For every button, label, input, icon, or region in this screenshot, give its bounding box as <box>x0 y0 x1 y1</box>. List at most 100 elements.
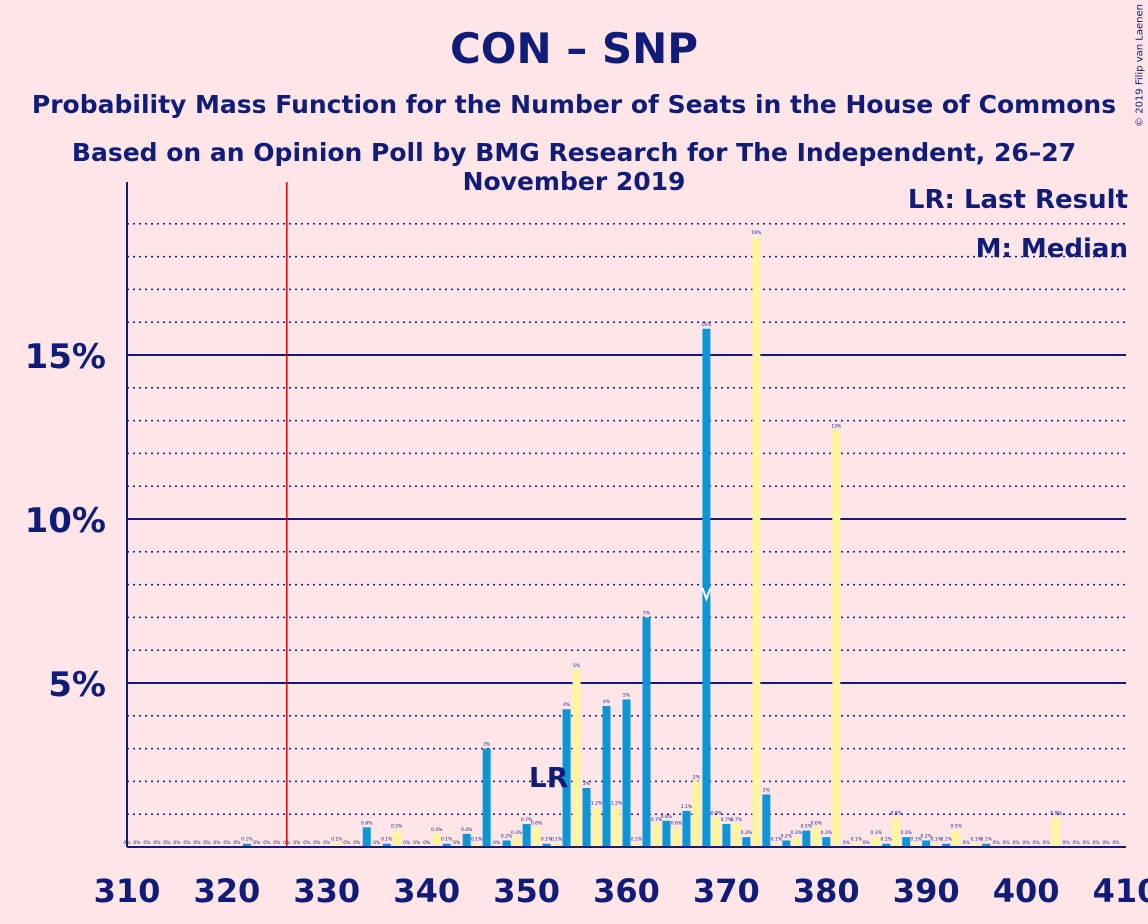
data-label: 13% <box>831 423 842 429</box>
bar-361 <box>632 843 641 847</box>
data-label: 0.1% <box>910 837 922 843</box>
bar-342 <box>442 843 451 847</box>
x-tick-label: 340 <box>393 872 460 910</box>
data-label: 0% <box>193 840 201 846</box>
bar-387 <box>892 817 901 847</box>
bar-364 <box>662 820 671 847</box>
data-label: 0.1% <box>851 837 863 843</box>
data-label: 0.9% <box>891 810 903 816</box>
data-label: 0.1% <box>331 837 343 843</box>
data-label: 0% <box>293 840 301 846</box>
data-label: 0.5% <box>391 824 403 830</box>
data-label: 0.3% <box>901 830 913 836</box>
data-label: 0% <box>313 840 321 846</box>
bar-365 <box>672 827 681 847</box>
data-label: 0.2% <box>920 833 932 839</box>
data-label: 0% <box>133 840 141 846</box>
data-label: 4% <box>563 702 571 708</box>
x-tick-label: 370 <box>693 872 760 910</box>
bar-322 <box>242 843 251 847</box>
data-label: 0% <box>1013 840 1021 846</box>
data-label: 0% <box>1112 840 1120 846</box>
bar-334 <box>362 827 371 847</box>
data-label: 2% <box>763 788 771 794</box>
x-tick-label: 390 <box>893 872 960 910</box>
data-label: 0.1% <box>381 837 393 843</box>
lr-marker: LR <box>529 761 568 794</box>
bar-375 <box>772 843 781 847</box>
bar-345 <box>472 843 481 847</box>
data-label: 0% <box>143 840 151 846</box>
data-label: 0.7% <box>721 817 733 823</box>
data-label: 0.2% <box>781 833 793 839</box>
bar-381 <box>832 430 841 847</box>
data-label: 0.3% <box>791 830 803 836</box>
data-label: 0% <box>273 840 281 846</box>
data-label: 0% <box>1102 840 1110 846</box>
data-label: 0.4% <box>431 827 443 833</box>
data-label: 1.1% <box>681 804 693 810</box>
data-label: 0.1% <box>551 837 563 843</box>
bar-389 <box>912 843 921 847</box>
bar-356 <box>582 787 591 847</box>
data-label: 0% <box>1043 840 1051 846</box>
bar-354 <box>562 709 571 847</box>
bar-378 <box>802 830 811 847</box>
data-label: 0% <box>1033 840 1041 846</box>
bar-341 <box>432 833 441 847</box>
bar-352 <box>542 843 551 847</box>
bar-357 <box>592 807 601 847</box>
data-label: 0.3% <box>511 830 523 836</box>
x-tick-label: 360 <box>593 872 660 910</box>
x-tick-label: 400 <box>993 872 1060 910</box>
x-tick-label: 410 <box>1093 872 1148 910</box>
data-label: 0.7% <box>651 817 663 823</box>
data-label: 0.1% <box>631 837 643 843</box>
bar-362 <box>642 617 651 847</box>
bar-383 <box>852 843 861 847</box>
bar-368 <box>702 328 711 847</box>
bar-393 <box>952 830 961 847</box>
data-label: 0.1% <box>241 837 253 843</box>
data-label: 0.3% <box>821 830 833 836</box>
bar-359 <box>612 807 621 847</box>
bar-372 <box>742 837 751 847</box>
bar-369 <box>712 817 721 847</box>
x-tick-label: 320 <box>194 872 261 910</box>
bar-367 <box>692 781 701 847</box>
data-label: 0.1% <box>471 837 483 843</box>
data-label: 0% <box>1072 840 1080 846</box>
data-label: 0.3% <box>871 830 883 836</box>
x-tick-label: 330 <box>293 872 360 910</box>
data-label: 0.6% <box>671 820 683 826</box>
bar-390 <box>922 840 931 847</box>
data-label: 0.1% <box>930 837 942 843</box>
bar-395 <box>972 843 981 847</box>
data-label: 3% <box>483 742 491 748</box>
bar-360 <box>622 699 631 847</box>
bar-377 <box>792 837 801 847</box>
data-label: 0% <box>453 840 461 846</box>
data-label: 0% <box>843 840 851 846</box>
y-tick-label: 15% <box>25 337 106 377</box>
data-label: 0.6% <box>811 820 823 826</box>
data-label: 0% <box>863 840 871 846</box>
data-label: 0.1% <box>441 837 453 843</box>
data-label: 0% <box>1092 840 1100 846</box>
data-label: 5% <box>573 663 581 669</box>
data-label: 5% <box>623 692 631 698</box>
data-label: 0% <box>323 840 331 846</box>
median-marker <box>701 587 712 602</box>
data-label: 0.3% <box>741 830 753 836</box>
bar-396 <box>982 843 991 847</box>
bar-392 <box>942 843 951 847</box>
bar-366 <box>682 810 691 847</box>
data-label: 0% <box>263 840 271 846</box>
bar-386 <box>882 843 891 847</box>
data-label: 0% <box>993 840 1001 846</box>
data-label: 0% <box>1023 840 1031 846</box>
data-label: 0% <box>1062 840 1070 846</box>
bar-388 <box>902 837 911 847</box>
data-label: 0.9% <box>711 810 723 816</box>
bar-337 <box>392 830 401 847</box>
